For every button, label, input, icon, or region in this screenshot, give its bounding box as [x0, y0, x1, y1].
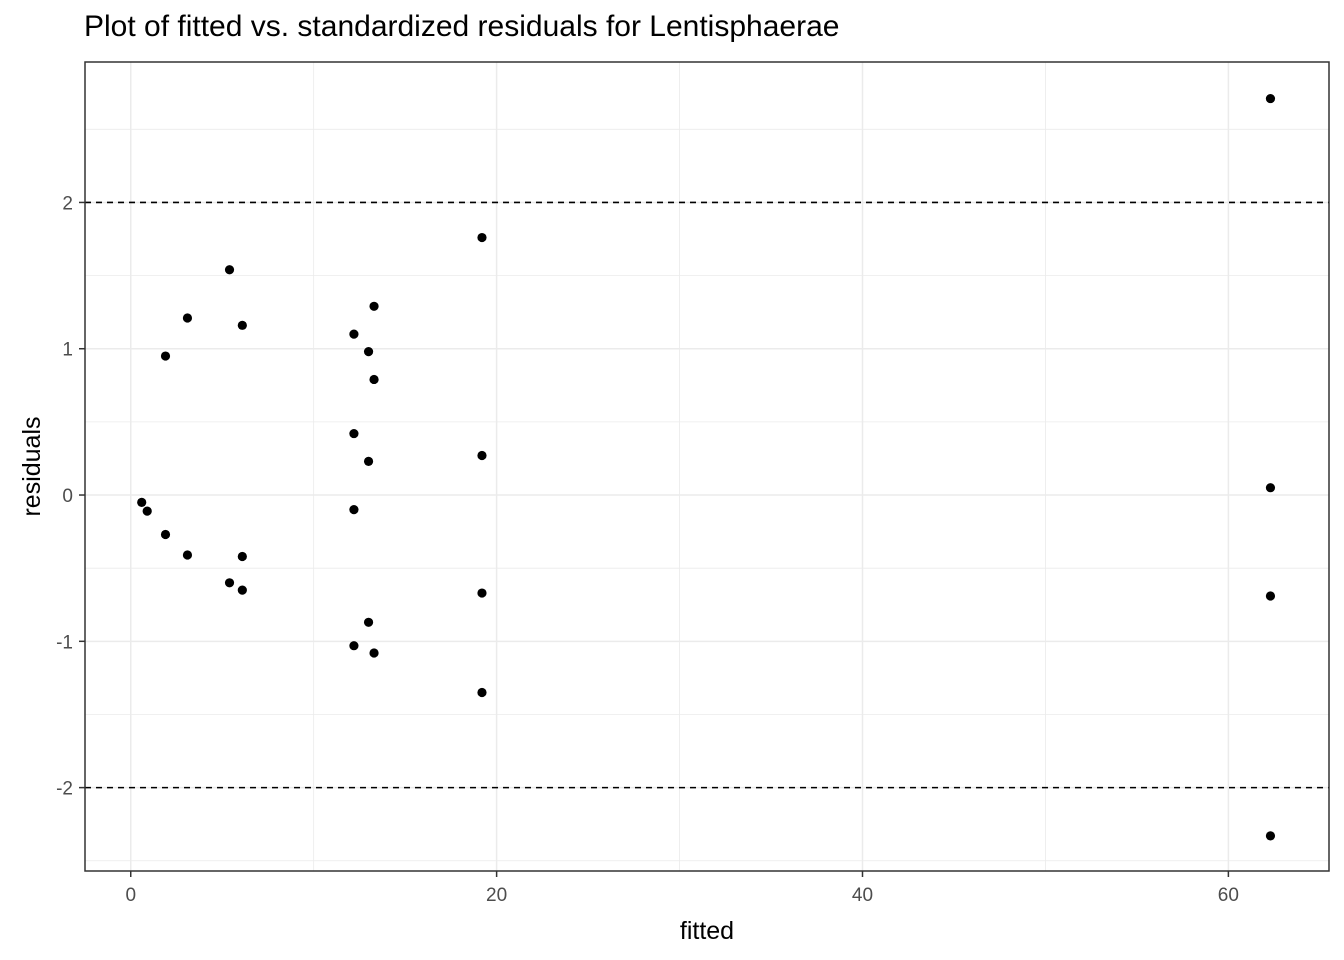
data-point: [237, 320, 247, 330]
data-point: [349, 329, 359, 339]
data-point: [142, 506, 152, 516]
x-axis: 0 20 40 60: [125, 871, 1239, 906]
data-point: [237, 551, 247, 562]
data-point: [349, 428, 359, 439]
data-point: [477, 588, 487, 598]
data-point: [1265, 483, 1276, 493]
chart-title: Plot of fitted vs. standardized residual…: [84, 10, 840, 43]
x-tick-label: 20: [486, 885, 507, 906]
data-point: [237, 585, 247, 595]
data-point: [160, 351, 171, 361]
x-tick-label: 0: [125, 885, 136, 906]
data-point: [349, 641, 359, 651]
y-tick-label: -1: [56, 632, 73, 653]
data-point: [369, 301, 379, 311]
data-point: [477, 450, 487, 461]
data-point: [1265, 831, 1276, 841]
y-tick-label: 0: [62, 486, 73, 507]
panel-border: [84, 61, 1330, 872]
y-axis: -2 -1 0 1 2: [56, 193, 85, 800]
y-axis-title: residuals: [18, 416, 46, 516]
grid-lines: [85, 62, 1329, 871]
data-point: [182, 313, 193, 323]
data-point: [1265, 93, 1276, 104]
data-point: [369, 374, 379, 385]
x-tick-label: 60: [1218, 885, 1239, 906]
x-axis-title: fitted: [680, 917, 734, 945]
data-point: [363, 456, 374, 466]
data-point: [477, 232, 487, 243]
data-point: [477, 687, 487, 698]
data-point: [369, 648, 379, 658]
data-points: [137, 93, 1276, 841]
data-point: [363, 347, 374, 357]
x-tick-label: 40: [852, 885, 873, 906]
y-tick-label: 2: [62, 193, 73, 214]
y-tick-label: -2: [56, 779, 73, 800]
reference-lines: [85, 201, 1329, 789]
data-point: [1265, 591, 1276, 601]
data-point: [363, 617, 374, 627]
data-point: [224, 578, 235, 588]
data-point: [224, 265, 235, 275]
data-point: [160, 529, 171, 540]
y-tick-label: 1: [62, 340, 73, 361]
data-point: [349, 505, 359, 515]
data-point: [182, 550, 193, 560]
data-point: [137, 497, 147, 507]
